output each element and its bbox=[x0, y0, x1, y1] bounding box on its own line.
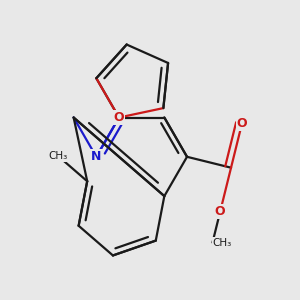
Text: CH₃: CH₃ bbox=[48, 151, 68, 161]
Text: O: O bbox=[114, 111, 124, 124]
Text: CH₃: CH₃ bbox=[212, 238, 232, 248]
Text: O: O bbox=[215, 205, 226, 218]
Text: N: N bbox=[91, 150, 101, 163]
Text: O: O bbox=[237, 117, 247, 130]
